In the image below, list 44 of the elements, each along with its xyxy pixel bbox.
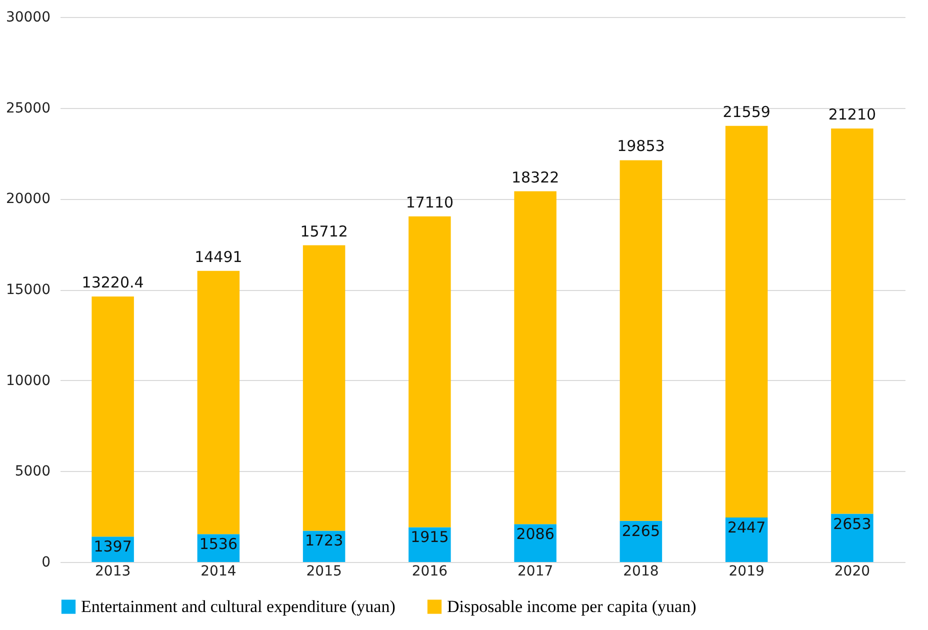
data-label: 2265 xyxy=(622,522,660,540)
x-tick-label: 2019 xyxy=(728,564,764,580)
y-tick-label: 30000 xyxy=(6,10,50,26)
bar xyxy=(831,128,874,514)
y-tick-label: 0 xyxy=(42,554,50,570)
data-label: 21559 xyxy=(722,102,770,121)
bar xyxy=(302,245,346,531)
x-tick-label: 2015 xyxy=(306,564,342,580)
y-tick-label: 25000 xyxy=(6,100,50,116)
data-label: 14491 xyxy=(194,248,242,266)
data-label: 13220.4 xyxy=(82,273,144,292)
bar xyxy=(620,160,662,521)
data-label: 17110 xyxy=(406,193,454,212)
x-tick-label: 2014 xyxy=(200,564,236,580)
bar xyxy=(197,270,240,534)
data-label: 1915 xyxy=(410,528,449,546)
bar xyxy=(514,191,556,524)
data-label: 21210 xyxy=(828,105,876,124)
x-tick-label: 2017 xyxy=(517,564,554,580)
y-tick-label: 10000 xyxy=(6,372,50,389)
bar xyxy=(725,126,768,518)
data-label: 2086 xyxy=(516,525,554,544)
data-label: 18322 xyxy=(511,168,560,186)
x-tick-label: 2020 xyxy=(834,564,870,580)
legend-label: Entertainment and cultural expenditure (yuan) xyxy=(81,596,396,616)
y-tick-label: 20000 xyxy=(6,191,50,208)
data-label: 15712 xyxy=(300,222,348,240)
data-label: 1397 xyxy=(94,538,132,556)
bar xyxy=(725,518,768,562)
bar xyxy=(92,296,134,537)
bar xyxy=(408,216,451,528)
data-label: 1536 xyxy=(199,535,238,554)
x-tick-label: 2013 xyxy=(94,564,131,580)
x-tick-label: 2016 xyxy=(412,564,448,580)
y-tick-label: 5000 xyxy=(14,464,50,480)
bar xyxy=(831,514,874,562)
y-tick-label: 15000 xyxy=(6,282,50,298)
legend-label: Disposable income per capita (yuan) xyxy=(447,596,696,616)
data-label: 19853 xyxy=(617,137,665,156)
x-tick-label: 2018 xyxy=(623,564,659,580)
data-label: 1723 xyxy=(304,532,344,550)
data-label: 2653 xyxy=(833,514,872,533)
bar xyxy=(408,527,451,562)
data-label: 2447 xyxy=(727,518,766,537)
